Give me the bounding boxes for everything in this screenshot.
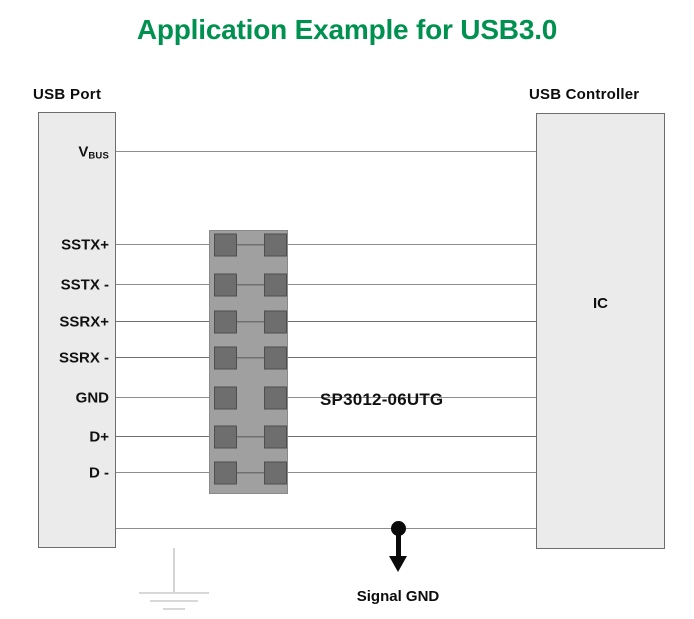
device-pad-left-7 bbox=[214, 461, 237, 485]
pin-label-sstx-p: SSTX+ bbox=[61, 236, 109, 254]
pin-label-vbus-text: V bbox=[78, 143, 89, 161]
pad-link-7 bbox=[236, 472, 265, 474]
device-pad-right-7 bbox=[264, 461, 287, 485]
pin-label-ssrx-n: SSRX - bbox=[58, 349, 109, 367]
wire-vbus bbox=[116, 151, 536, 153]
pin-label-sstx-n: SSTX - bbox=[60, 276, 109, 294]
signal-gnd-junction-dot bbox=[391, 521, 406, 536]
pad-link-1 bbox=[236, 244, 265, 246]
device-pad-right-4 bbox=[264, 346, 287, 370]
ground-bar-3 bbox=[163, 608, 185, 611]
pin-label-d-p: D+ bbox=[89, 428, 109, 446]
diagram-title: Application Example for USB3.0 bbox=[136, 14, 558, 45]
device-pad-right-2 bbox=[264, 273, 287, 297]
wire-gnd bbox=[116, 397, 536, 399]
protection-device-part-number: SP3012-06UTG bbox=[320, 390, 444, 409]
ground-stem bbox=[173, 548, 175, 594]
device-pad-left-2 bbox=[214, 273, 237, 297]
device-pad-left-5 bbox=[214, 386, 237, 410]
device-pad-left-1 bbox=[214, 233, 237, 257]
wire-d-n bbox=[116, 472, 536, 474]
wire-signal-gnd-rail bbox=[116, 528, 536, 530]
device-pad-right-5 bbox=[264, 386, 287, 410]
pin-label-ssrx-p: SSRX+ bbox=[59, 313, 109, 331]
pin-label-vbus: VBUS bbox=[38, 143, 116, 162]
device-pad-left-4 bbox=[214, 346, 237, 370]
device-pad-right-3 bbox=[264, 310, 287, 334]
wire-sstx-p bbox=[116, 244, 536, 246]
usb-controller-caption: USB Controller bbox=[529, 86, 640, 103]
wire-d-p bbox=[116, 436, 536, 438]
pin-label-vbus-subscript: BUS bbox=[88, 150, 109, 162]
wire-ssrx-n bbox=[116, 357, 536, 359]
usb-port-block bbox=[38, 112, 116, 548]
pad-link-6 bbox=[236, 436, 265, 438]
signal-gnd-label: Signal GND bbox=[356, 588, 440, 605]
ground-bar-1 bbox=[139, 592, 209, 595]
pin-label-d-n: D - bbox=[89, 464, 109, 482]
usb-controller-block bbox=[536, 113, 665, 549]
ic-label: IC bbox=[593, 295, 608, 312]
device-pad-right-6 bbox=[264, 425, 287, 449]
device-pad-left-3 bbox=[214, 310, 237, 334]
down-arrow-icon bbox=[389, 556, 407, 572]
pad-link-4 bbox=[236, 357, 265, 359]
usb-port-caption: USB Port bbox=[33, 86, 102, 103]
device-pad-right-1 bbox=[264, 233, 287, 257]
pad-link-2 bbox=[236, 284, 265, 286]
ground-bar-2 bbox=[150, 600, 198, 603]
pad-link-3 bbox=[236, 321, 265, 323]
pin-label-gnd: GND bbox=[75, 389, 109, 407]
device-pad-left-6 bbox=[214, 425, 237, 449]
signal-gnd-arrow-shaft bbox=[396, 530, 401, 560]
wire-sstx-n bbox=[116, 284, 536, 286]
wire-ssrx-p bbox=[116, 321, 536, 323]
